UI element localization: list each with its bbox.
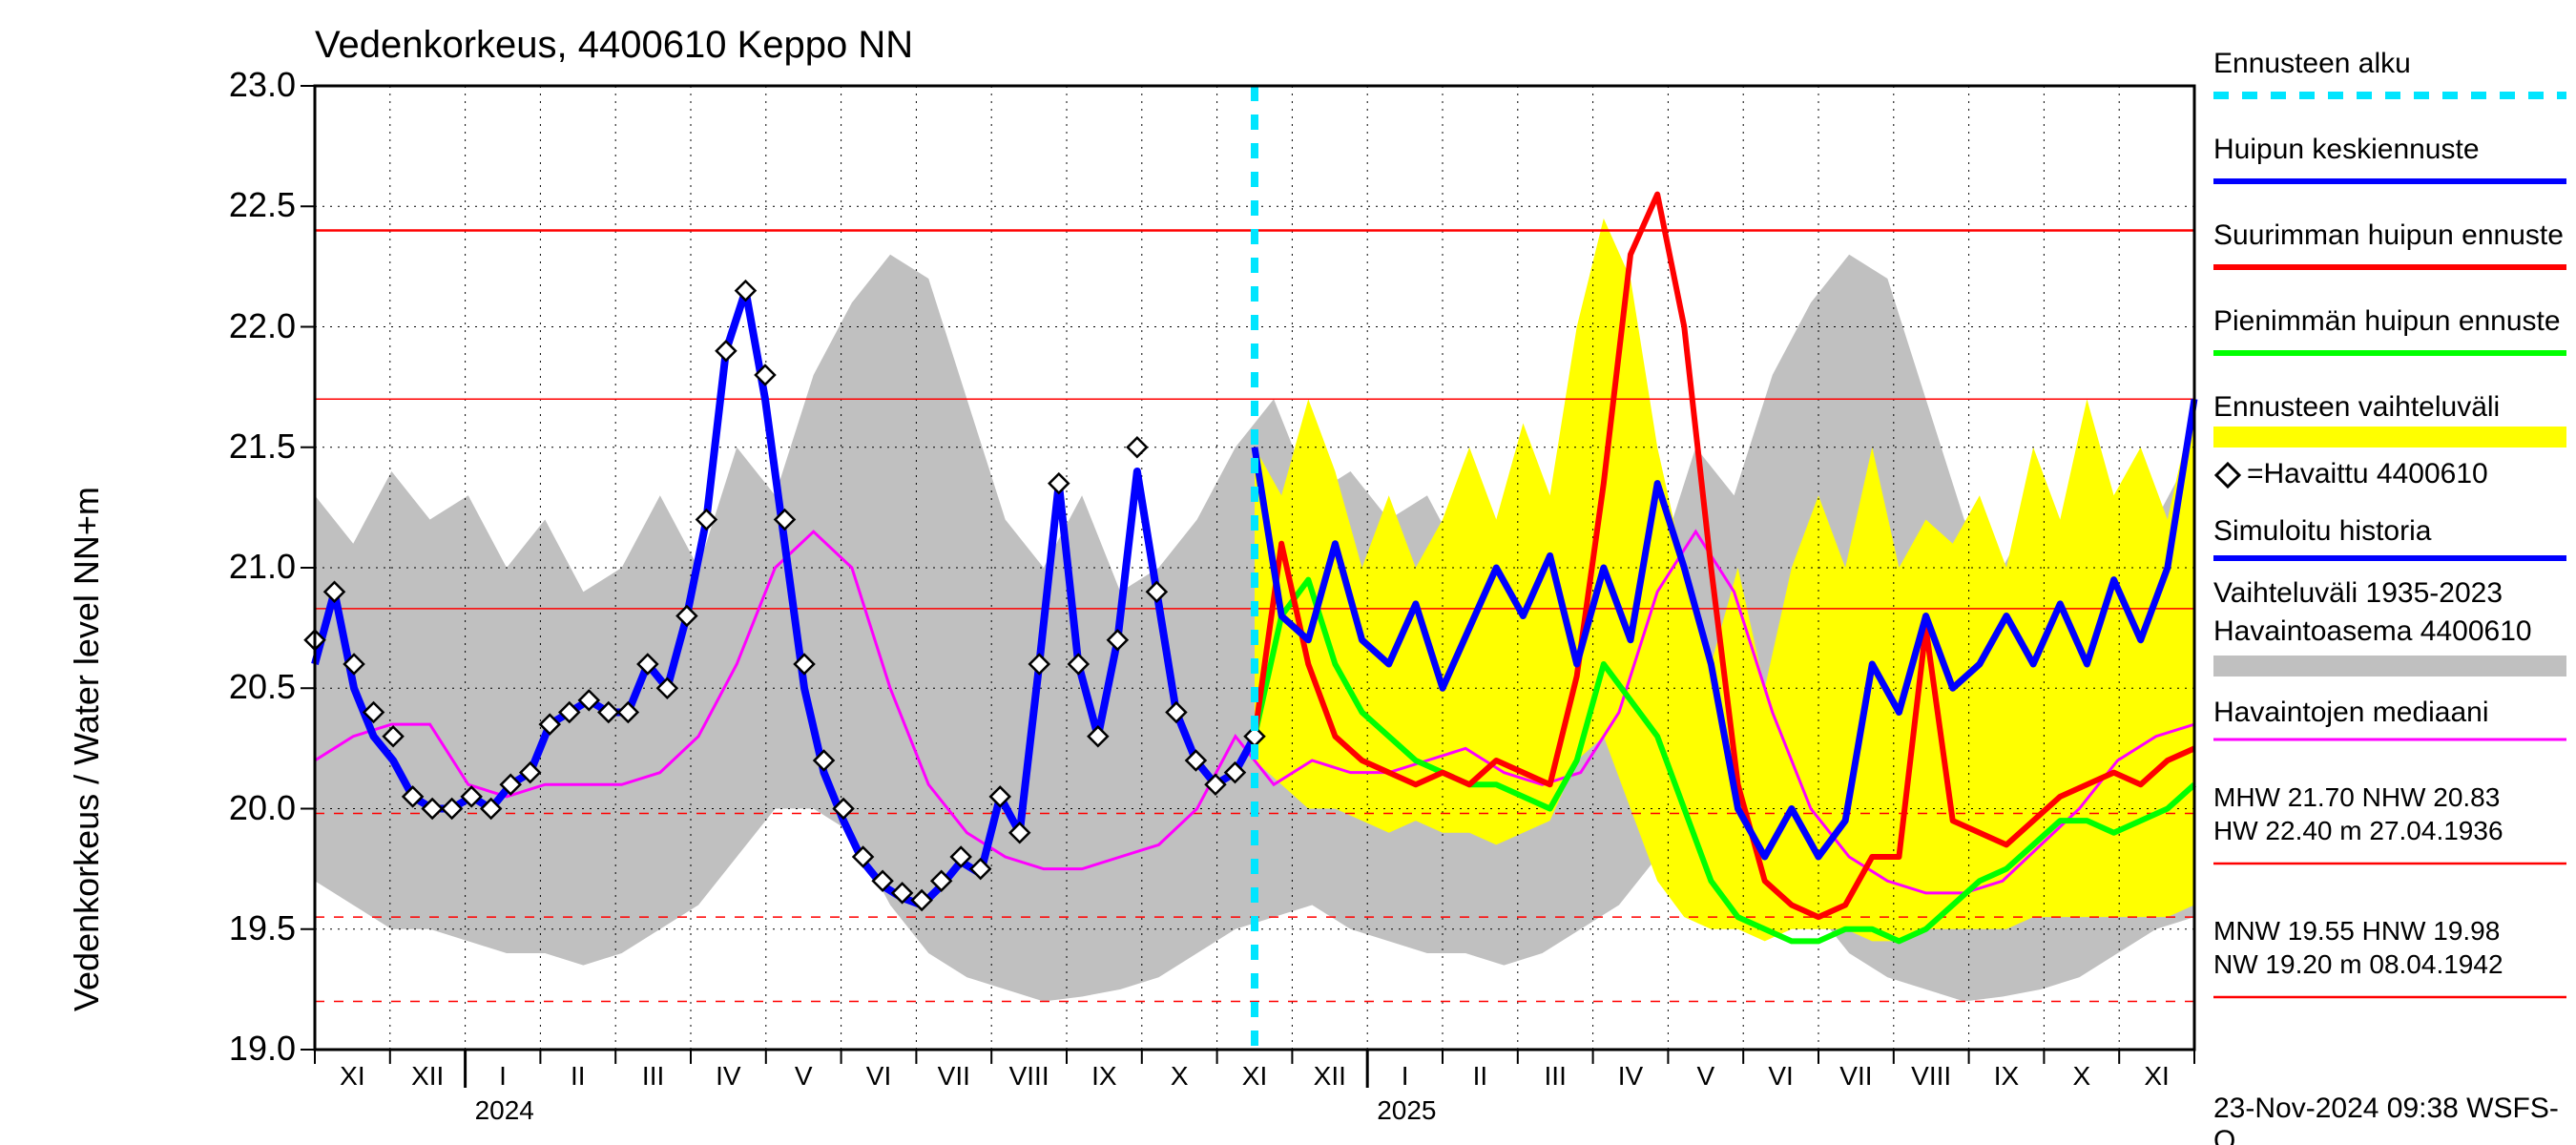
legend-peak-mean: Huipun keskiennuste: [2213, 134, 2480, 166]
legend-median: Havaintojen mediaani: [2213, 697, 2489, 729]
x-year-1: 2025: [1377, 1095, 1436, 1126]
x-tick-13: XII: [1306, 1061, 1354, 1092]
x-tick-22: IX: [1983, 1061, 2030, 1092]
legend-stats2b: NW 19.20 m 08.04.1942: [2213, 949, 2503, 980]
x-tick-7: VI: [855, 1061, 903, 1092]
legend-peak-min: Pienimmän huipun ennuste: [2213, 305, 2561, 338]
y-tick-0: 19.0: [200, 1029, 296, 1069]
legend-forecast-start: Ennusteen alku: [2213, 48, 2411, 80]
y-tick-7: 22.5: [200, 185, 296, 225]
x-tick-0: XI: [328, 1061, 376, 1092]
x-tick-4: III: [630, 1061, 677, 1092]
x-tick-20: VII: [1832, 1061, 1880, 1092]
x-tick-24: XI: [2133, 1061, 2181, 1092]
y-tick-1: 19.5: [200, 908, 296, 948]
chart-container: Vedenkorkeus, 4400610 Keppo NN Vedenkork…: [0, 0, 2576, 1145]
chart-title: Vedenkorkeus, 4400610 Keppo NN: [315, 24, 913, 67]
footer-timestamp: 23-Nov-2024 09:38 WSFS-O: [2213, 1093, 2576, 1145]
y-tick-6: 22.0: [200, 306, 296, 346]
y-tick-4: 21.0: [200, 547, 296, 587]
y-tick-3: 20.5: [200, 667, 296, 707]
y-axis-label: Vedenkorkeus / Water level NN+m: [67, 487, 107, 1011]
x-tick-19: VI: [1757, 1061, 1805, 1092]
y-tick-8: 23.0: [200, 65, 296, 105]
x-tick-3: II: [554, 1061, 602, 1092]
legend-stats1b: HW 22.40 m 27.04.1936: [2213, 816, 2503, 846]
x-tick-14: I: [1381, 1061, 1429, 1092]
legend-peak-max: Suurimman huipun ennuste: [2213, 219, 2564, 252]
x-tick-23: X: [2058, 1061, 2106, 1092]
x-tick-11: X: [1155, 1061, 1203, 1092]
legend-hist-range2: Havaintoasema 4400610: [2213, 615, 2532, 648]
x-tick-1: XII: [404, 1061, 451, 1092]
x-tick-12: XI: [1231, 1061, 1278, 1092]
x-tick-5: IV: [704, 1061, 752, 1092]
legend-observed: =Havaittu 4400610: [2247, 458, 2488, 490]
chart-svg: [0, 0, 2576, 1145]
x-tick-10: IX: [1080, 1061, 1128, 1092]
x-tick-9: VIII: [1006, 1061, 1053, 1092]
legend-stats2: MNW 19.55 HNW 19.98: [2213, 916, 2500, 947]
x-year-0: 2024: [475, 1095, 534, 1126]
x-tick-6: V: [779, 1061, 827, 1092]
x-tick-16: III: [1531, 1061, 1579, 1092]
legend-range: Ennusteen vaihteluväli: [2213, 391, 2500, 424]
x-tick-21: VIII: [1907, 1061, 1955, 1092]
x-tick-17: IV: [1607, 1061, 1654, 1092]
x-tick-8: VII: [930, 1061, 978, 1092]
legend-hist-range: Vaihteluväli 1935-2023: [2213, 577, 2503, 610]
y-tick-5: 21.5: [200, 427, 296, 467]
x-tick-15: II: [1456, 1061, 1504, 1092]
x-tick-18: V: [1682, 1061, 1730, 1092]
y-tick-2: 20.0: [200, 788, 296, 828]
legend-sim-history: Simuloitu historia: [2213, 515, 2431, 548]
legend-stats1: MHW 21.70 NHW 20.83: [2213, 782, 2500, 813]
x-tick-2: I: [479, 1061, 527, 1092]
